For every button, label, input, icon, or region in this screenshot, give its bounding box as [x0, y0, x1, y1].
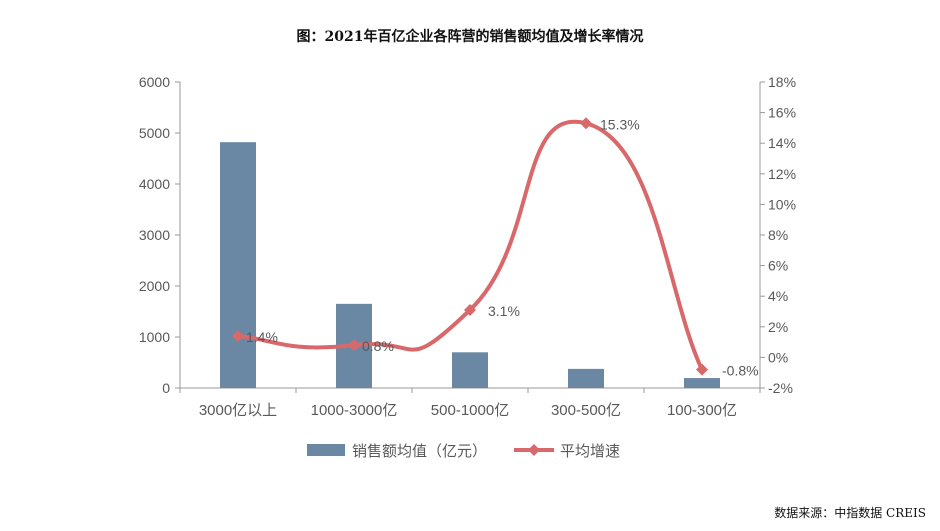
left-tick-label: 1000	[139, 329, 170, 345]
left-tick-label: 0	[162, 380, 170, 396]
growth-marker	[464, 303, 476, 316]
growth-data-label: 0.8%	[362, 338, 394, 354]
right-tick-label: 10%	[768, 196, 796, 212]
right-tick-label: 8%	[768, 227, 788, 243]
right-tick-label: 14%	[768, 135, 796, 151]
left-tick-label: 4000	[139, 176, 170, 192]
x-tick-label: 100-300亿	[667, 402, 737, 419]
legend-bar-swatch	[307, 444, 345, 456]
right-tick-label: 16%	[768, 105, 796, 121]
left-tick-label: 3000	[139, 227, 170, 243]
bar	[452, 352, 488, 388]
right-tick-label: 12%	[768, 166, 796, 182]
legend-bar-label: 销售额均值（亿元）	[352, 443, 487, 460]
bar	[568, 368, 604, 388]
chart-title: 图：2021年百亿企业各阵营的销售额均值及增长率情况	[296, 29, 644, 45]
x-tick-label: 3000亿以上	[199, 402, 277, 419]
x-tick-label: 1000-3000亿	[311, 402, 398, 419]
growth-data-label: 1.4%	[246, 329, 278, 345]
right-tick-label: 0%	[768, 349, 788, 365]
right-tick-label: 2%	[768, 319, 788, 335]
source-note: 数据来源：中指数据 CREIS	[774, 506, 926, 520]
x-tick-label: 500-1000亿	[431, 402, 509, 419]
growth-data-label: 3.1%	[488, 303, 520, 319]
left-tick-label: 2000	[139, 278, 170, 294]
right-tick-label: -2%	[768, 380, 793, 396]
right-tick-label: 18%	[768, 74, 796, 90]
growth-marker	[348, 339, 360, 352]
legend-line-label: 平均增速	[560, 443, 620, 460]
growth-marker	[696, 363, 708, 376]
right-tick-label: 6%	[768, 258, 788, 274]
bar	[220, 142, 256, 388]
x-tick-label: 300-500亿	[551, 402, 621, 419]
bar	[684, 378, 720, 388]
right-tick-label: 4%	[768, 288, 788, 304]
growth-data-label: -0.8%	[722, 363, 759, 379]
legend-line-marker	[528, 444, 540, 456]
growth-marker	[232, 329, 244, 342]
left-tick-label: 5000	[139, 125, 170, 141]
growth-data-label: 15.3%	[600, 116, 640, 132]
growth-marker	[580, 117, 592, 130]
growth-line	[236, 119, 704, 372]
left-tick-label: 6000	[139, 74, 170, 90]
